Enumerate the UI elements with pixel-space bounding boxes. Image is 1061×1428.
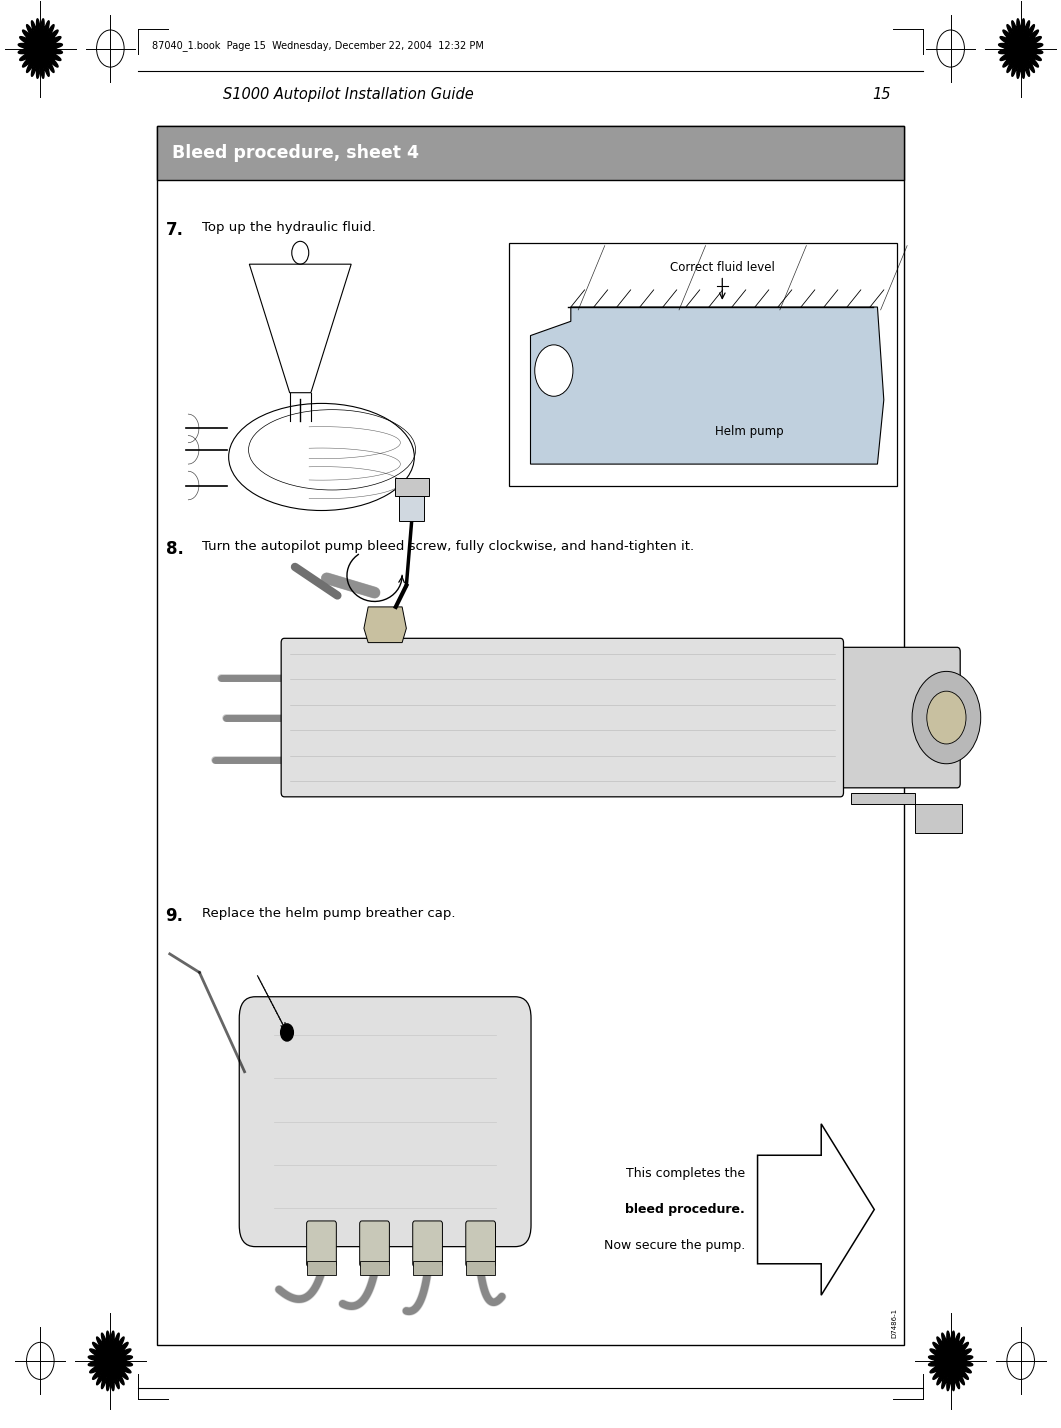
- Polygon shape: [88, 1331, 133, 1391]
- Text: Turn the autopilot pump bleed screw, fully clockwise, and hand-tighten it.: Turn the autopilot pump bleed screw, ful…: [202, 540, 694, 553]
- Text: 8.: 8.: [166, 540, 184, 558]
- Text: bleed procedure.: bleed procedure.: [625, 1202, 745, 1217]
- Circle shape: [280, 1024, 293, 1041]
- FancyBboxPatch shape: [307, 1221, 336, 1267]
- Polygon shape: [998, 19, 1043, 79]
- Bar: [307, 1261, 336, 1275]
- Polygon shape: [18, 19, 63, 79]
- Text: 7.: 7.: [166, 221, 184, 240]
- FancyBboxPatch shape: [832, 647, 960, 788]
- Bar: [509, 243, 897, 486]
- Polygon shape: [851, 793, 962, 833]
- Text: D7486-1: D7486-1: [891, 1308, 898, 1338]
- Polygon shape: [249, 264, 351, 393]
- Text: S1000 Autopilot Installation Guide: S1000 Autopilot Installation Guide: [223, 87, 473, 101]
- Polygon shape: [758, 1124, 874, 1295]
- Bar: [395, 478, 429, 496]
- FancyBboxPatch shape: [239, 997, 530, 1247]
- Bar: [399, 496, 424, 521]
- Ellipse shape: [229, 404, 414, 511]
- FancyBboxPatch shape: [360, 1221, 389, 1267]
- Text: 15: 15: [873, 87, 891, 101]
- Bar: [360, 1261, 389, 1275]
- FancyBboxPatch shape: [281, 638, 843, 797]
- FancyBboxPatch shape: [413, 1221, 442, 1267]
- Polygon shape: [928, 1331, 973, 1391]
- Text: Helm pump: Helm pump: [715, 424, 784, 438]
- Bar: [157, 126, 904, 180]
- Circle shape: [912, 671, 980, 764]
- Circle shape: [535, 346, 573, 397]
- Text: Top up the hydraulic fluid.: Top up the hydraulic fluid.: [202, 221, 376, 234]
- Bar: [466, 1261, 495, 1275]
- Text: 87040_1.book  Page 15  Wednesday, December 22, 2004  12:32 PM: 87040_1.book Page 15 Wednesday, December…: [152, 40, 484, 51]
- FancyBboxPatch shape: [466, 1221, 495, 1267]
- Bar: [413, 1261, 442, 1275]
- Text: Correct fluid level: Correct fluid level: [669, 261, 775, 274]
- Text: 9.: 9.: [166, 907, 184, 925]
- Circle shape: [927, 691, 966, 744]
- Bar: [157, 126, 904, 1345]
- Text: This completes the: This completes the: [626, 1167, 745, 1181]
- Polygon shape: [530, 307, 884, 464]
- Text: Replace the helm pump breather cap.: Replace the helm pump breather cap.: [202, 907, 455, 920]
- Polygon shape: [364, 607, 406, 643]
- Text: Now secure the pump.: Now secure the pump.: [604, 1238, 745, 1252]
- Text: Bleed procedure, sheet 4: Bleed procedure, sheet 4: [172, 144, 419, 161]
